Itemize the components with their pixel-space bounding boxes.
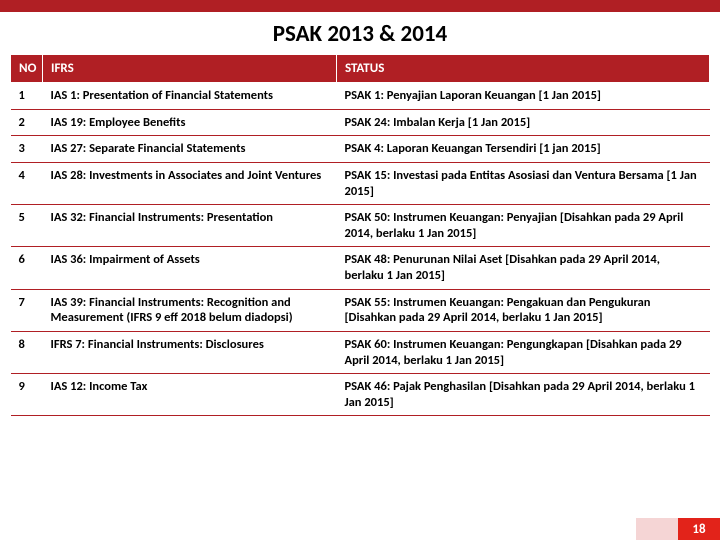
header-ifrs: IFRS bbox=[43, 55, 337, 83]
cell-status: PSAK 50: Instrumen Keuangan: Penyajian [… bbox=[337, 205, 710, 247]
table-row: 7 IAS 39: Financial Instruments: Recogni… bbox=[11, 289, 710, 331]
table-row: 9 IAS 12: Income Tax PSAK 46: Pajak Peng… bbox=[11, 374, 710, 416]
top-accent-bar bbox=[0, 0, 720, 12]
cell-ifrs: IAS 36: Impairment of Assets bbox=[43, 247, 337, 289]
cell-no: 8 bbox=[11, 331, 43, 373]
cell-ifrs: IAS 32: Financial Instruments: Presentat… bbox=[43, 205, 337, 247]
cell-ifrs: IAS 39: Financial Instruments: Recogniti… bbox=[43, 289, 337, 331]
header-no: NO bbox=[11, 55, 43, 83]
psak-table: NO IFRS STATUS 1 IAS 1: Presentation of … bbox=[10, 54, 710, 416]
table-header-row: NO IFRS STATUS bbox=[11, 55, 710, 83]
cell-status: PSAK 46: Pajak Penghasilan [Disahkan pad… bbox=[337, 374, 710, 416]
table-row: 3 IAS 27: Separate Financial Statements … bbox=[11, 136, 710, 163]
table-container: NO IFRS STATUS 1 IAS 1: Presentation of … bbox=[0, 54, 720, 416]
table-row: 1 IAS 1: Presentation of Financial State… bbox=[11, 83, 710, 110]
cell-status: PSAK 15: Investasi pada Entitas Asosiasi… bbox=[337, 162, 710, 204]
cell-status: PSAK 60: Instrumen Keuangan: Pengungkapa… bbox=[337, 331, 710, 373]
cell-status: PSAK 55: Instrumen Keuangan: Pengakuan d… bbox=[337, 289, 710, 331]
cell-ifrs: IAS 1: Presentation of Financial Stateme… bbox=[43, 83, 337, 110]
cell-ifrs: IAS 12: Income Tax bbox=[43, 374, 337, 416]
cell-ifrs: IAS 19: Employee Benefits bbox=[43, 109, 337, 136]
cell-status: PSAK 48: Penurunan Nilai Aset [Disahkan … bbox=[337, 247, 710, 289]
cell-ifrs: IFRS 7: Financial Instruments: Disclosur… bbox=[43, 331, 337, 373]
footer: 18 bbox=[636, 518, 720, 540]
cell-no: 2 bbox=[11, 109, 43, 136]
cell-status: PSAK 4: Laporan Keuangan Tersendiri [1 j… bbox=[337, 136, 710, 163]
cell-status: PSAK 24: Imbalan Kerja [1 Jan 2015] bbox=[337, 109, 710, 136]
table-row: 4 IAS 28: Investments in Associates and … bbox=[11, 162, 710, 204]
slide-title: PSAK 2013 & 2014 bbox=[0, 12, 720, 54]
cell-ifrs: IAS 27: Separate Financial Statements bbox=[43, 136, 337, 163]
cell-no: 9 bbox=[11, 374, 43, 416]
cell-no: 3 bbox=[11, 136, 43, 163]
cell-ifrs: IAS 28: Investments in Associates and Jo… bbox=[43, 162, 337, 204]
footer-accent-light bbox=[636, 518, 678, 540]
cell-no: 4 bbox=[11, 162, 43, 204]
table-row: 2 IAS 19: Employee Benefits PSAK 24: Imb… bbox=[11, 109, 710, 136]
table-body: 1 IAS 1: Presentation of Financial State… bbox=[11, 83, 710, 416]
cell-no: 1 bbox=[11, 83, 43, 110]
table-row: 8 IFRS 7: Financial Instruments: Disclos… bbox=[11, 331, 710, 373]
table-row: 6 IAS 36: Impairment of Assets PSAK 48: … bbox=[11, 247, 710, 289]
cell-status: PSAK 1: Penyajian Laporan Keuangan [1 Ja… bbox=[337, 83, 710, 110]
page-number: 18 bbox=[678, 518, 720, 540]
table-row: 5 IAS 32: Financial Instruments: Present… bbox=[11, 205, 710, 247]
header-status: STATUS bbox=[337, 55, 710, 83]
cell-no: 6 bbox=[11, 247, 43, 289]
cell-no: 7 bbox=[11, 289, 43, 331]
cell-no: 5 bbox=[11, 205, 43, 247]
